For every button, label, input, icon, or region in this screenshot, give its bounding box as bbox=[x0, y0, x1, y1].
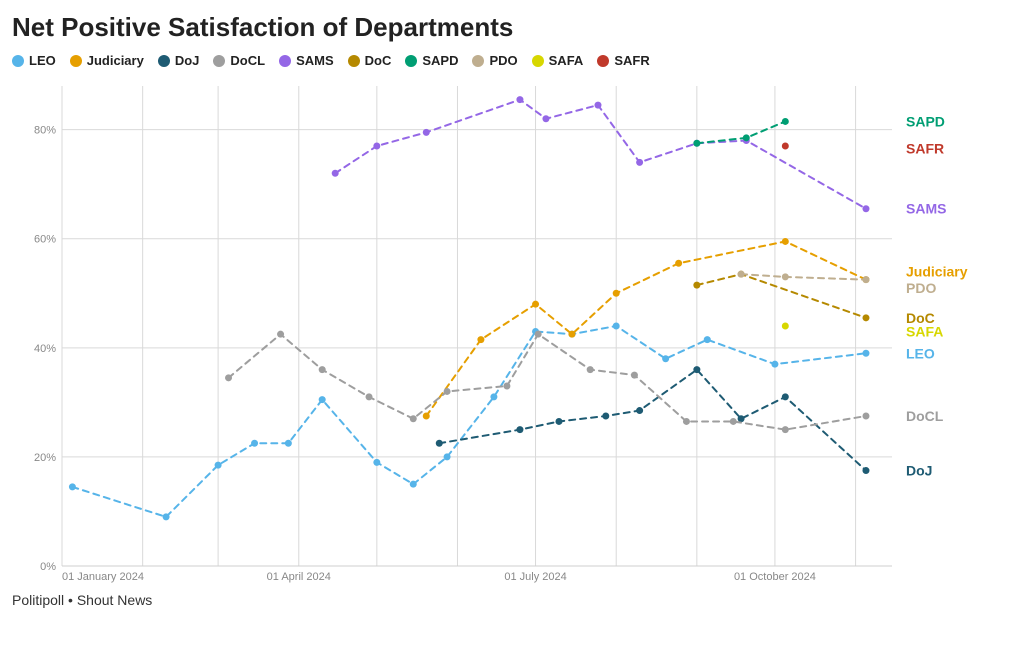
legend-swatch bbox=[158, 55, 170, 67]
series-end-label: SAPD bbox=[906, 113, 945, 129]
legend-label: PDO bbox=[489, 53, 517, 68]
legend-item-safr: SAFR bbox=[597, 53, 649, 68]
legend-swatch bbox=[597, 55, 609, 67]
legend-label: DoJ bbox=[175, 53, 200, 68]
series-end-label: PDO bbox=[906, 280, 936, 296]
legend-swatch bbox=[12, 55, 24, 67]
legend-item-safa: SAFA bbox=[532, 53, 584, 68]
y-tick-label: 40% bbox=[34, 343, 56, 355]
series-end-label: SAMS bbox=[906, 201, 946, 217]
legend-label: Judiciary bbox=[87, 53, 144, 68]
x-tick-label: 01 October 2024 bbox=[734, 571, 816, 583]
y-tick-label: 80% bbox=[34, 125, 56, 137]
legend-item-leo: LEO bbox=[12, 53, 56, 68]
legend-label: LEO bbox=[29, 53, 56, 68]
legend-item-sapd: SAPD bbox=[405, 53, 458, 68]
legend-swatch bbox=[348, 55, 360, 67]
legend-item-doj: DoJ bbox=[158, 53, 200, 68]
legend-swatch bbox=[472, 55, 484, 67]
legend-label: SAPD bbox=[422, 53, 458, 68]
y-tick-label: 0% bbox=[40, 561, 56, 573]
legend-swatch bbox=[213, 55, 225, 67]
legend-swatch bbox=[70, 55, 82, 67]
x-tick-label: 01 April 2024 bbox=[267, 571, 331, 583]
legend-item-sams: SAMS bbox=[279, 53, 334, 68]
legend-label: SAFR bbox=[614, 53, 649, 68]
series-end-label: DoCL bbox=[906, 408, 944, 424]
series-end-label: SAFA bbox=[906, 323, 943, 339]
chart-area: 0% 20% 40% 60% 80% 01 January 2024 01 April 20… bbox=[12, 76, 1008, 586]
legend: LEO Judiciary DoJ DoCL SAMS DoC SAPD PDO SAFA SAF… bbox=[12, 53, 1008, 68]
legend-label: DoC bbox=[365, 53, 392, 68]
x-tick-label: 01 January 2024 bbox=[62, 571, 144, 583]
legend-item-pdo: PDO bbox=[472, 53, 517, 68]
y-tick-label: 20% bbox=[34, 452, 56, 464]
series-end-label: DoJ bbox=[906, 463, 932, 479]
legend-label: SAFA bbox=[549, 53, 584, 68]
series-end-label: SAFR bbox=[906, 141, 944, 157]
legend-item-judiciary: Judiciary bbox=[70, 53, 144, 68]
legend-swatch bbox=[405, 55, 417, 67]
series-end-label: Judiciary bbox=[906, 263, 968, 279]
y-tick-label: 60% bbox=[34, 234, 56, 246]
chart-footer: Politipoll • Shout News bbox=[12, 592, 1008, 608]
legend-item-doc: DoC bbox=[348, 53, 392, 68]
legend-label: SAMS bbox=[296, 53, 334, 68]
legend-swatch bbox=[532, 55, 544, 67]
chart-title: Net Positive Satisfaction of Departments bbox=[12, 12, 1008, 43]
x-tick-label: 01 July 2024 bbox=[504, 571, 566, 583]
legend-swatch bbox=[279, 55, 291, 67]
series-end-label: LEO bbox=[906, 345, 935, 361]
legend-label: DoCL bbox=[230, 53, 265, 68]
chart-svg: 0% 20% 40% 60% 80% 01 January 2024 01 April 20… bbox=[12, 76, 1008, 586]
legend-item-docl: DoCL bbox=[213, 53, 265, 68]
